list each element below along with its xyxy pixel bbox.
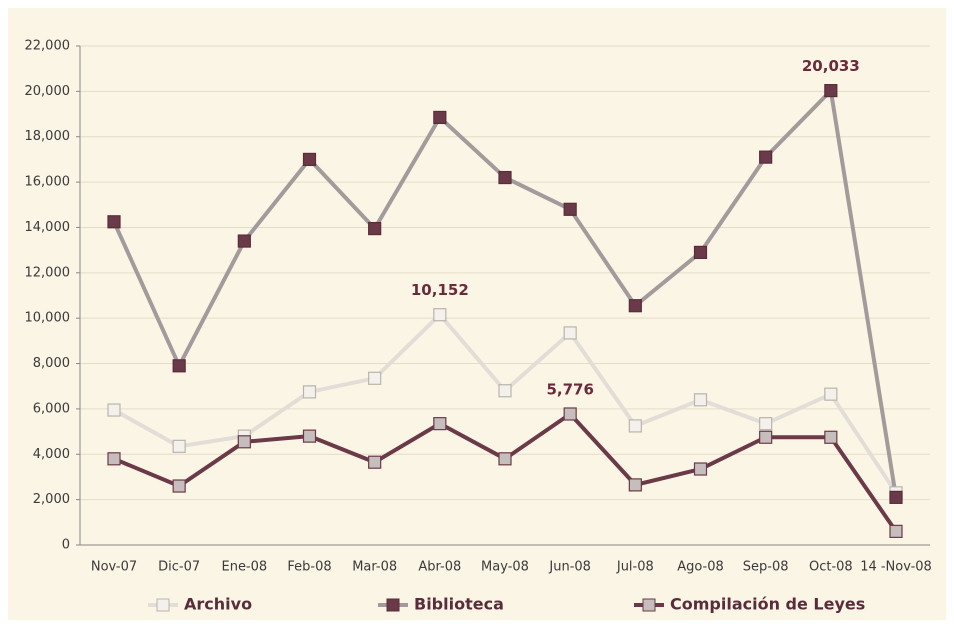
y-tick-label: 2,000 <box>33 492 70 507</box>
marker <box>693 393 708 407</box>
y-tick-label: 18,000 <box>25 129 71 144</box>
marker <box>824 430 838 444</box>
legend-marker <box>156 598 170 612</box>
marker <box>563 407 577 421</box>
marker <box>302 385 317 399</box>
marker <box>563 202 577 216</box>
marker <box>498 452 512 466</box>
x-tick-label: Mar-08 <box>352 560 397 575</box>
legend-marker <box>386 598 400 612</box>
x-tick-label: Ene-08 <box>221 560 267 575</box>
marker <box>368 221 382 236</box>
marker <box>628 478 642 492</box>
marker <box>172 479 186 493</box>
marker <box>759 417 773 431</box>
data-label: 20,033 <box>802 57 860 75</box>
marker <box>889 524 903 538</box>
marker <box>628 299 642 313</box>
marker <box>433 308 447 322</box>
marker <box>368 455 382 469</box>
marker <box>498 384 512 398</box>
x-tick-label: Jun-08 <box>548 560 591 575</box>
data-label: 10,152 <box>411 281 469 299</box>
marker <box>759 150 773 164</box>
x-tick-label: Ago-08 <box>677 560 724 575</box>
marker <box>172 359 186 373</box>
x-tick-label: Feb-08 <box>287 560 331 575</box>
x-tick-label: May-08 <box>481 560 529 575</box>
marker <box>237 435 251 449</box>
marker <box>107 452 121 466</box>
y-tick-label: 8,000 <box>33 356 70 371</box>
chart-background <box>8 8 946 620</box>
marker <box>107 215 121 229</box>
y-tick-label: 4,000 <box>33 447 70 462</box>
legend-label: Archivo <box>184 595 252 614</box>
legend-label: Compilación de Leyes <box>670 595 865 614</box>
y-tick-label: 20,000 <box>25 84 71 99</box>
marker <box>433 110 447 125</box>
marker <box>759 430 773 444</box>
y-tick-label: 12,000 <box>25 265 71 280</box>
marker <box>498 170 512 185</box>
marker <box>107 403 121 417</box>
marker <box>693 245 708 260</box>
y-tick-label: 10,000 <box>25 311 71 326</box>
y-tick-label: 0 <box>62 538 70 553</box>
legend-marker <box>642 598 656 612</box>
x-tick-label: Abr-08 <box>418 560 461 575</box>
y-tick-label: 6,000 <box>33 401 70 416</box>
x-tick-label: Sep-08 <box>743 560 789 575</box>
y-tick-label: 22,000 <box>25 39 71 54</box>
y-tick-label: 14,000 <box>25 220 71 235</box>
data-label: 5,776 <box>546 380 593 398</box>
marker <box>433 417 447 431</box>
marker <box>824 84 838 98</box>
marker <box>628 419 642 433</box>
marker <box>302 429 317 443</box>
y-tick-label: 16,000 <box>25 175 71 190</box>
marker <box>368 371 382 385</box>
marker <box>563 326 577 340</box>
x-tick-label: Dic-07 <box>158 560 200 575</box>
marker <box>889 490 903 504</box>
x-tick-label: 14 -Nov-08 <box>860 560 932 575</box>
marker <box>302 152 317 167</box>
marker <box>824 387 838 401</box>
x-tick-label: Nov-07 <box>91 560 137 575</box>
x-tick-label: Jul-08 <box>616 560 654 575</box>
legend-label: Biblioteca <box>414 595 504 614</box>
x-tick-label: Oct-08 <box>809 560 853 575</box>
marker <box>237 234 251 248</box>
marker <box>693 462 708 476</box>
marker <box>172 439 186 453</box>
